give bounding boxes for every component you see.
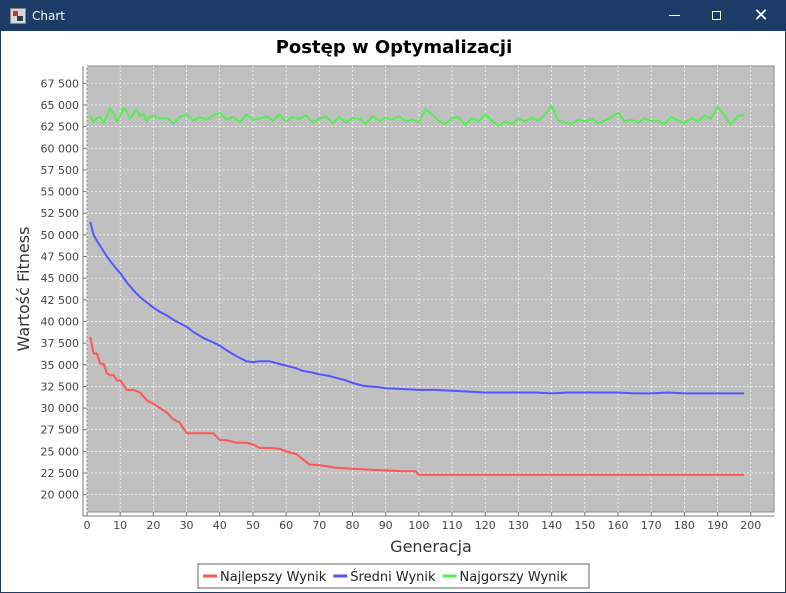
x-tick-label: 120	[475, 519, 496, 532]
maximize-icon	[711, 11, 721, 20]
y-tick-label: 60 000	[41, 142, 80, 155]
x-tick-label: 10	[113, 519, 127, 532]
legend-label: Najgorszy Wynik	[460, 570, 568, 585]
maximize-button[interactable]	[693, 0, 739, 31]
legend-box	[197, 563, 590, 589]
series-line-3	[89, 104, 745, 127]
chart-title: Postęp w Optymalizacji	[276, 37, 513, 58]
minimize-icon	[668, 15, 680, 16]
x-tick-label: 170	[641, 519, 662, 532]
y-tick-label: 35 000	[41, 359, 80, 372]
close-button[interactable]: ✕	[738, 0, 784, 31]
x-tick-label: 200	[740, 519, 761, 532]
x-tick-label: 40	[213, 519, 227, 532]
x-tick-label: 190	[707, 519, 728, 532]
x-axis-label: Generacja	[390, 537, 472, 556]
x-tick-label: 20	[146, 519, 160, 532]
x-tick-label: 100	[408, 519, 429, 532]
y-tick-label: 30 000	[41, 402, 80, 415]
x-tick-label: 30	[180, 519, 194, 532]
y-tick-label: 47 500	[41, 251, 80, 264]
y-tick-label: 65 000	[41, 99, 80, 112]
y-tick-label: 52 500	[41, 207, 80, 220]
y-tick-label: 55 000	[41, 186, 80, 199]
x-tick-label: 90	[379, 519, 393, 532]
series-line-1	[89, 336, 745, 476]
plot-background	[86, 65, 775, 513]
x-tick-label: 110	[442, 519, 463, 532]
y-tick-label: 57 500	[41, 164, 80, 177]
close-icon: ✕	[753, 4, 769, 26]
series-line-2	[89, 221, 745, 395]
y-tick-label: 37 500	[41, 337, 80, 350]
y-tick-label: 67 500	[41, 77, 80, 90]
x-tick-label: 0	[84, 519, 91, 532]
y-tick-label: 42 500	[41, 294, 80, 307]
y-tick-label: 25 000	[41, 445, 80, 458]
x-tick-label: 50	[246, 519, 260, 532]
x-tick-label: 80	[346, 519, 360, 532]
legend: Najlepszy Wynik Średni Wynik Najgorszy Wyn…	[197, 563, 590, 589]
legend-label: Najlepszy Wynik	[220, 570, 327, 585]
y-tick-label: 45 000	[41, 272, 80, 285]
title-bar[interactable]: Chart ✕	[1, 0, 786, 31]
y-tick-label: 20 000	[41, 489, 80, 502]
y-tick-label: 50 000	[41, 229, 80, 242]
x-tick-label: 160	[608, 519, 629, 532]
y-tick-label: 40 000	[41, 315, 80, 328]
x-tick-label: 130	[508, 519, 529, 532]
x-tick-label: 70	[312, 519, 326, 532]
app-icon	[10, 7, 26, 24]
window-title: Chart	[32, 8, 65, 23]
legend-label: Średni Wynik	[350, 569, 436, 585]
y-tick-label: 27 500	[41, 424, 80, 437]
line-chart: Postęp w Optymalizacji 20 000 22 500 25 00…	[14, 37, 775, 589]
y-axis-label: Wartość Fitness	[14, 227, 33, 352]
x-tick-label: 180	[674, 519, 695, 532]
minimize-button[interactable]	[651, 0, 697, 31]
y-tick-label: 22 500	[41, 467, 80, 480]
x-tick-label: 140	[541, 519, 562, 532]
x-tick-label: 150	[574, 519, 595, 532]
y-tick-label: 32 500	[41, 380, 80, 393]
y-tick-label: 62 500	[41, 121, 80, 134]
x-tick-label: 60	[279, 519, 293, 532]
